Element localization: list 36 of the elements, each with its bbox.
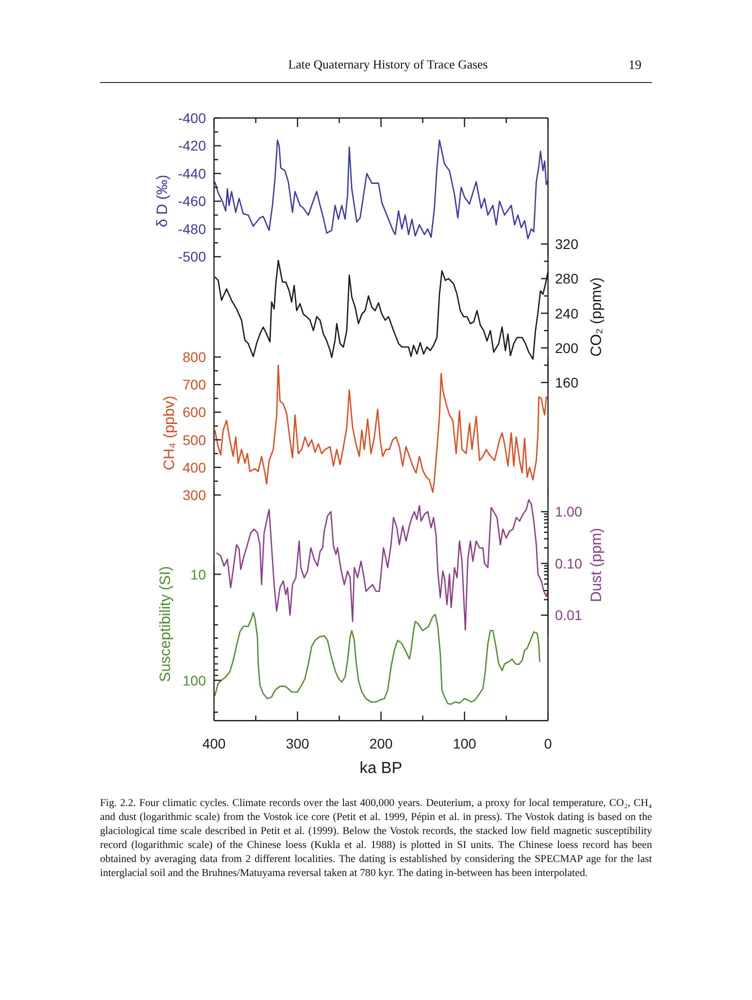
y-tick-label: 600: [182, 404, 206, 420]
x-tick-label: 100: [452, 735, 476, 752]
x-axis-title: ka BP: [360, 760, 402, 778]
x-tick-label: 200: [369, 735, 393, 752]
y2-tick-label: 0.01: [554, 608, 582, 624]
y-tick-label: -460: [178, 193, 206, 210]
text: 19: [628, 57, 642, 73]
y-tick-label: -500: [178, 248, 206, 265]
y-tick-label: -420: [178, 138, 206, 154]
y-tick-label: 500: [182, 432, 206, 448]
y-axis-title: CH₄ (ppbv): [160, 396, 178, 470]
y-axis-title: Susceptibility (SI): [156, 566, 174, 682]
y-tick-label: 700: [182, 376, 206, 393]
y-tick-label: 10: [190, 566, 206, 582]
y2-tick-label: 160: [555, 374, 579, 390]
y-tick-label: 300: [182, 487, 206, 503]
y2-tick-label: 0.10: [554, 556, 582, 572]
y2-tick-label: 200: [555, 339, 579, 356]
x-tick-label: 400: [202, 735, 226, 752]
y-tick-label: 800: [182, 349, 206, 365]
y-tick-label: 100: [182, 672, 206, 688]
y2-tick-label: 240: [555, 304, 579, 321]
y-axis-title: δ D (‰): [154, 174, 172, 228]
y2-tick-label: 280: [555, 270, 579, 286]
y-tick-label: 400: [182, 459, 206, 476]
y2-tick-label: 320: [555, 236, 579, 252]
y2-axis-title: CO₂ (ppmv): [588, 277, 606, 357]
caption: Fig. 2.2. Four climatic cycles. Climate records over the last 400,000 years. Deuterium, a proxy for local temperature, CO₂, CH₄ and dust (logarithmic scale) from the Vostok ice core (Petit et al. 1999, Pépin et al. in press). The Vostok dating is based on the glaciological time scale described in Petit et al. (1999). Below the Vostok records, the stacked low field magnetic susceptibility record (logarithmic scale) of the Chinese loess (Kukla et al. 1988) is plotted in SI units. The Chinese loess record has been obtained by averaging data from 2 different localities. The dating is established by considering the SPECMAP age for the last interglacial soil and the Bruhnes/Matuyama reversal taken at 780 kyr. The dating in-between has been interpolated.: [100, 796, 652, 880]
y-tick-label: -400: [178, 110, 206, 126]
text: Late Quaternary History of Trace Gases: [288, 58, 488, 72]
y-tick-label: -480: [178, 220, 206, 237]
y2-axis-title: Dust (ppm): [588, 528, 606, 602]
y2-tick-label: 1.00: [554, 504, 582, 520]
x-tick-label: 0: [544, 735, 552, 752]
x-tick-label: 300: [286, 735, 310, 752]
y-tick-label: -440: [178, 165, 206, 182]
